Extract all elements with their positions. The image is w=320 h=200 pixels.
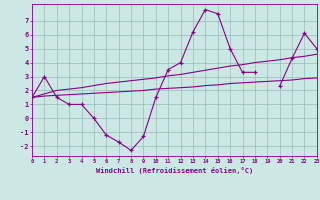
- X-axis label: Windchill (Refroidissement éolien,°C): Windchill (Refroidissement éolien,°C): [96, 167, 253, 174]
